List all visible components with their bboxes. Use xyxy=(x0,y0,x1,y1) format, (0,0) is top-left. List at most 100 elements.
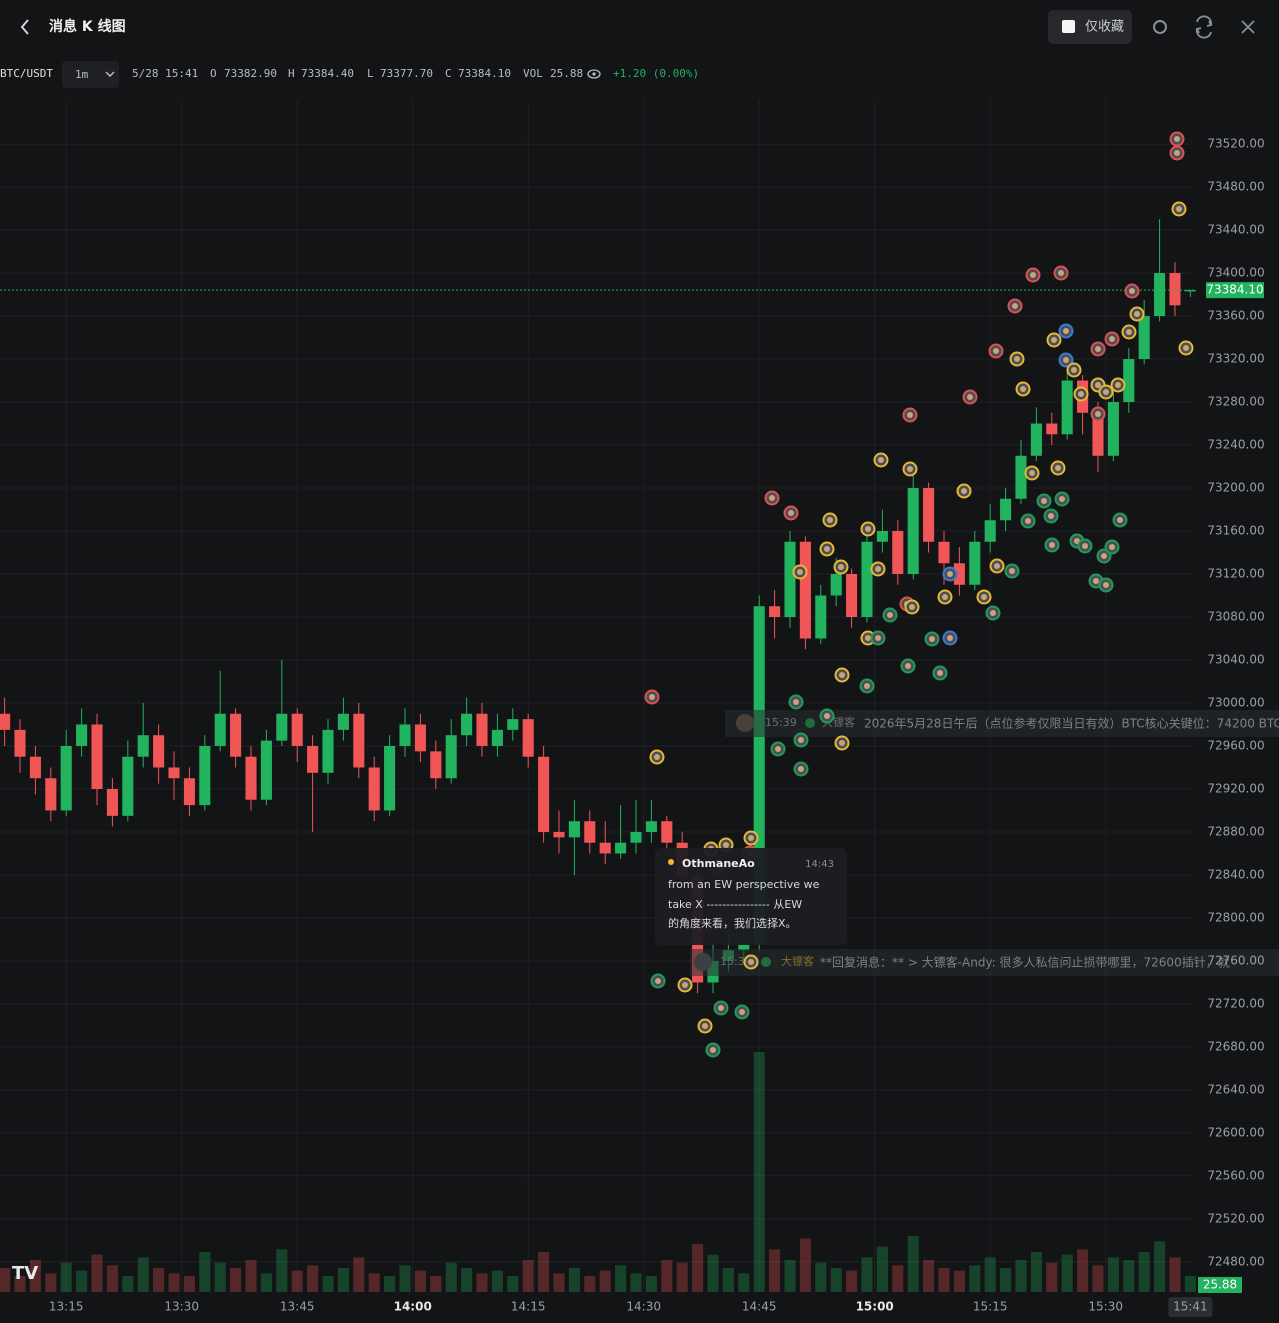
favorites-toggle[interactable] xyxy=(1048,10,1132,44)
y-tick-label: 72520.00 xyxy=(1207,1211,1264,1225)
eye-icon[interactable] xyxy=(587,69,601,79)
candle-body xyxy=(199,745,211,806)
volume-bar xyxy=(461,1268,473,1292)
marker-face xyxy=(748,959,754,965)
volume-bar xyxy=(568,1268,580,1292)
volume-bar xyxy=(769,1249,781,1292)
tooltip-time: 14:43 xyxy=(805,859,834,870)
candle-body xyxy=(168,767,180,779)
x-tick-label-bg xyxy=(1168,1297,1213,1317)
marker-face xyxy=(1051,337,1057,343)
message-text: **回复消息：** > 大镖客-Andy: 很多人私信问止损带哪里，72600插… xyxy=(820,955,1230,970)
interval-select[interactable] xyxy=(62,61,119,88)
x-tick-label: 14:45 xyxy=(742,1300,777,1314)
volume-bar xyxy=(60,1262,72,1292)
volume-bar xyxy=(876,1246,888,1292)
marker-face xyxy=(993,348,999,354)
candle-body xyxy=(368,767,380,811)
price-tag xyxy=(1206,282,1264,299)
marker-face xyxy=(1030,272,1036,278)
x-tick-label: 15:30 xyxy=(1088,1300,1123,1314)
symbol: BTC/USDT xyxy=(0,67,53,80)
marker-face xyxy=(769,495,775,501)
marker-face xyxy=(655,978,661,984)
volume-bar xyxy=(907,1236,919,1292)
marker-face xyxy=(710,1047,716,1053)
marker-face xyxy=(798,766,804,772)
volume-bar xyxy=(1138,1252,1150,1292)
volume-bar xyxy=(815,1262,827,1292)
candle-body xyxy=(476,713,488,746)
y-tick-label: 73240.00 xyxy=(1207,438,1264,452)
y-tick-label: 73000.00 xyxy=(1207,695,1264,709)
marker-face xyxy=(1103,582,1109,588)
change: +1.20 (0.00%) xyxy=(613,67,699,80)
y-tick-label: 73520.00 xyxy=(1207,137,1264,151)
x-tick-label: 13:30 xyxy=(164,1300,199,1314)
marker-face xyxy=(1048,513,1054,519)
volume-bar xyxy=(584,1276,596,1292)
candle-body xyxy=(1000,498,1012,521)
open-label: O xyxy=(210,67,217,80)
candle-body xyxy=(445,735,457,779)
x-tick-label: 15:00 xyxy=(856,1300,894,1314)
marker-face xyxy=(1095,346,1101,352)
marker-face xyxy=(748,835,754,841)
message-strip[interactable] xyxy=(725,710,1279,737)
status-dot xyxy=(761,957,771,967)
y-tick-label: 72560.00 xyxy=(1207,1168,1264,1182)
open-value: 73382.90 xyxy=(224,67,277,80)
volume-bar xyxy=(183,1276,195,1292)
candle-body xyxy=(953,563,965,585)
marker-face xyxy=(1025,518,1031,524)
close-button[interactable] xyxy=(1241,20,1255,34)
candle-body xyxy=(799,541,811,639)
back-button[interactable] xyxy=(20,19,29,35)
candle-body xyxy=(1030,423,1042,456)
volume-bar xyxy=(1184,1276,1196,1292)
marker-face xyxy=(907,412,913,418)
volume-label: VOL xyxy=(523,67,543,80)
candle-body xyxy=(276,713,288,741)
candle-body xyxy=(1154,273,1166,317)
marker-face xyxy=(1129,288,1135,294)
marker-face xyxy=(878,457,884,463)
volume-bar xyxy=(538,1252,550,1292)
volume-bar xyxy=(692,1244,704,1292)
marker-face xyxy=(1109,544,1115,550)
volume-bar xyxy=(137,1257,149,1292)
volume-bar xyxy=(168,1273,180,1292)
volume-bar xyxy=(630,1273,642,1292)
candle-body xyxy=(815,595,827,639)
volume-bar xyxy=(122,1276,134,1292)
volume-tag xyxy=(1198,1277,1242,1293)
high-label: H xyxy=(288,67,295,80)
candle-body xyxy=(230,713,242,757)
marker-face xyxy=(990,610,996,616)
volume-bar xyxy=(199,1252,211,1292)
candle-body xyxy=(384,745,396,811)
y-tick-label: 72600.00 xyxy=(1207,1125,1264,1139)
volume-bar xyxy=(45,1273,57,1292)
candle-body xyxy=(969,541,981,585)
checkbox[interactable] xyxy=(1062,20,1075,33)
marker-face xyxy=(1049,542,1055,548)
marker-face xyxy=(947,571,953,577)
message-strip[interactable] xyxy=(690,949,1279,976)
volume-bar xyxy=(1107,1257,1119,1292)
message-author: 大镖客 xyxy=(781,954,814,968)
settings-button[interactable] xyxy=(1153,20,1167,34)
volume-bar xyxy=(892,1265,904,1292)
y-tick-label: 73040.00 xyxy=(1207,652,1264,666)
volume-bar xyxy=(969,1265,981,1292)
candle-body xyxy=(14,729,26,757)
x-tick-label: 13:15 xyxy=(49,1300,84,1314)
high-value: 73384.40 xyxy=(301,67,354,80)
marker-face xyxy=(994,563,1000,569)
marker-face xyxy=(1117,517,1123,523)
candle-body xyxy=(1061,380,1073,435)
refresh-button[interactable] xyxy=(1195,15,1213,39)
y-tick-label: 72640.00 xyxy=(1207,1082,1264,1096)
